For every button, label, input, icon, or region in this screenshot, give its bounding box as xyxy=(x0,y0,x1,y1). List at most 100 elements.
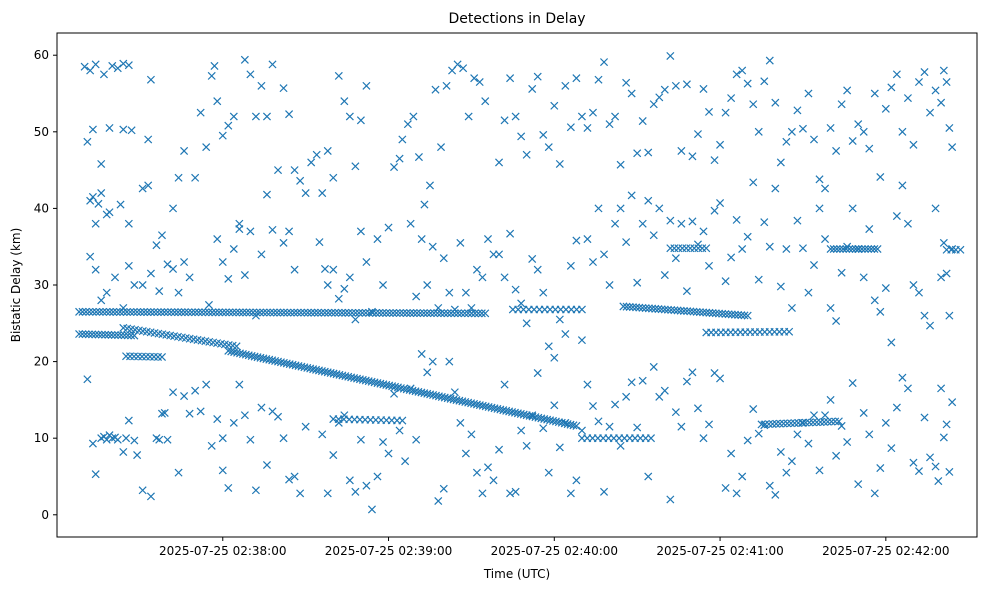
data-point xyxy=(600,250,609,259)
data-point xyxy=(931,204,940,213)
x-tick-label: 2025-07-25 02:39:00 xyxy=(325,544,452,558)
data-point xyxy=(286,308,295,317)
data-point xyxy=(660,85,669,94)
data-point xyxy=(129,307,138,317)
data-point xyxy=(163,308,172,317)
data-point xyxy=(307,308,316,317)
data-point xyxy=(334,418,343,427)
data-point xyxy=(104,330,113,339)
data-point xyxy=(881,418,890,427)
data-point xyxy=(382,308,391,317)
data-point xyxy=(127,126,136,135)
data-point xyxy=(500,273,509,282)
data-point xyxy=(583,380,592,389)
data-point xyxy=(611,112,620,121)
data-point xyxy=(539,288,548,297)
data-point xyxy=(749,100,758,109)
data-point xyxy=(622,392,631,401)
data-point xyxy=(686,244,695,253)
data-point xyxy=(870,296,879,305)
data-point xyxy=(144,135,153,144)
data-point xyxy=(202,380,211,389)
data-point xyxy=(138,184,147,193)
data-point xyxy=(785,327,794,336)
data-point xyxy=(627,378,636,387)
data-point xyxy=(695,308,704,317)
data-point xyxy=(461,288,470,297)
data-point xyxy=(670,244,679,253)
data-point xyxy=(649,362,658,371)
data-point xyxy=(127,331,136,340)
data-point xyxy=(511,112,520,121)
data-point xyxy=(143,308,152,317)
data-point xyxy=(269,308,278,317)
data-point xyxy=(734,310,743,319)
data-point xyxy=(727,94,736,103)
data-point xyxy=(860,244,870,254)
data-point xyxy=(765,242,774,251)
data-point xyxy=(207,71,216,80)
data-point xyxy=(787,127,796,136)
data-point xyxy=(550,353,559,362)
data-point xyxy=(78,330,87,339)
data-point xyxy=(204,308,213,317)
data-point xyxy=(210,61,219,70)
data-point xyxy=(180,257,189,267)
data-point xyxy=(279,434,288,443)
data-point xyxy=(765,56,774,65)
data-point xyxy=(428,242,437,251)
data-point xyxy=(544,468,553,477)
data-point xyxy=(690,244,699,253)
data-point xyxy=(698,244,707,253)
data-point xyxy=(215,308,224,317)
data-point xyxy=(235,380,244,389)
data-point xyxy=(660,271,669,280)
data-point xyxy=(588,257,598,267)
data-point xyxy=(594,204,603,213)
data-point xyxy=(511,285,520,294)
data-point xyxy=(97,189,106,198)
data-point xyxy=(218,466,227,475)
data-point xyxy=(826,395,835,404)
data-point xyxy=(180,392,189,401)
data-point xyxy=(903,219,912,228)
data-point xyxy=(633,149,642,158)
x-axis-label: Time (UTC) xyxy=(483,567,550,581)
data-point xyxy=(679,306,688,315)
data-point xyxy=(920,68,929,77)
data-point xyxy=(942,420,951,429)
data-point xyxy=(153,308,162,317)
data-point xyxy=(772,419,781,428)
data-point xyxy=(644,148,653,157)
data-point xyxy=(848,136,857,146)
data-point xyxy=(240,411,249,420)
data-point xyxy=(155,435,164,444)
data-point xyxy=(854,480,863,489)
data-point xyxy=(290,472,299,481)
data-point xyxy=(296,489,305,498)
data-point xyxy=(477,309,486,318)
data-point xyxy=(677,422,686,431)
data-point xyxy=(782,137,791,146)
data-point xyxy=(235,225,244,234)
data-point xyxy=(821,235,830,244)
data-point xyxy=(467,309,476,318)
data-point xyxy=(649,231,658,240)
data-point xyxy=(732,70,741,79)
data-point xyxy=(300,308,309,317)
data-point xyxy=(638,219,647,228)
data-point xyxy=(644,472,653,481)
data-point xyxy=(673,306,682,315)
data-point xyxy=(771,98,780,107)
data-point xyxy=(419,309,428,318)
data-point xyxy=(876,307,885,316)
data-point xyxy=(279,308,288,317)
data-point xyxy=(345,112,354,121)
data-point xyxy=(174,288,183,297)
data-point xyxy=(367,505,376,514)
data-point xyxy=(362,257,371,267)
data-point xyxy=(848,204,857,213)
data-point xyxy=(764,420,773,429)
data-point xyxy=(285,227,294,236)
y-tick-label: 40 xyxy=(34,201,49,215)
